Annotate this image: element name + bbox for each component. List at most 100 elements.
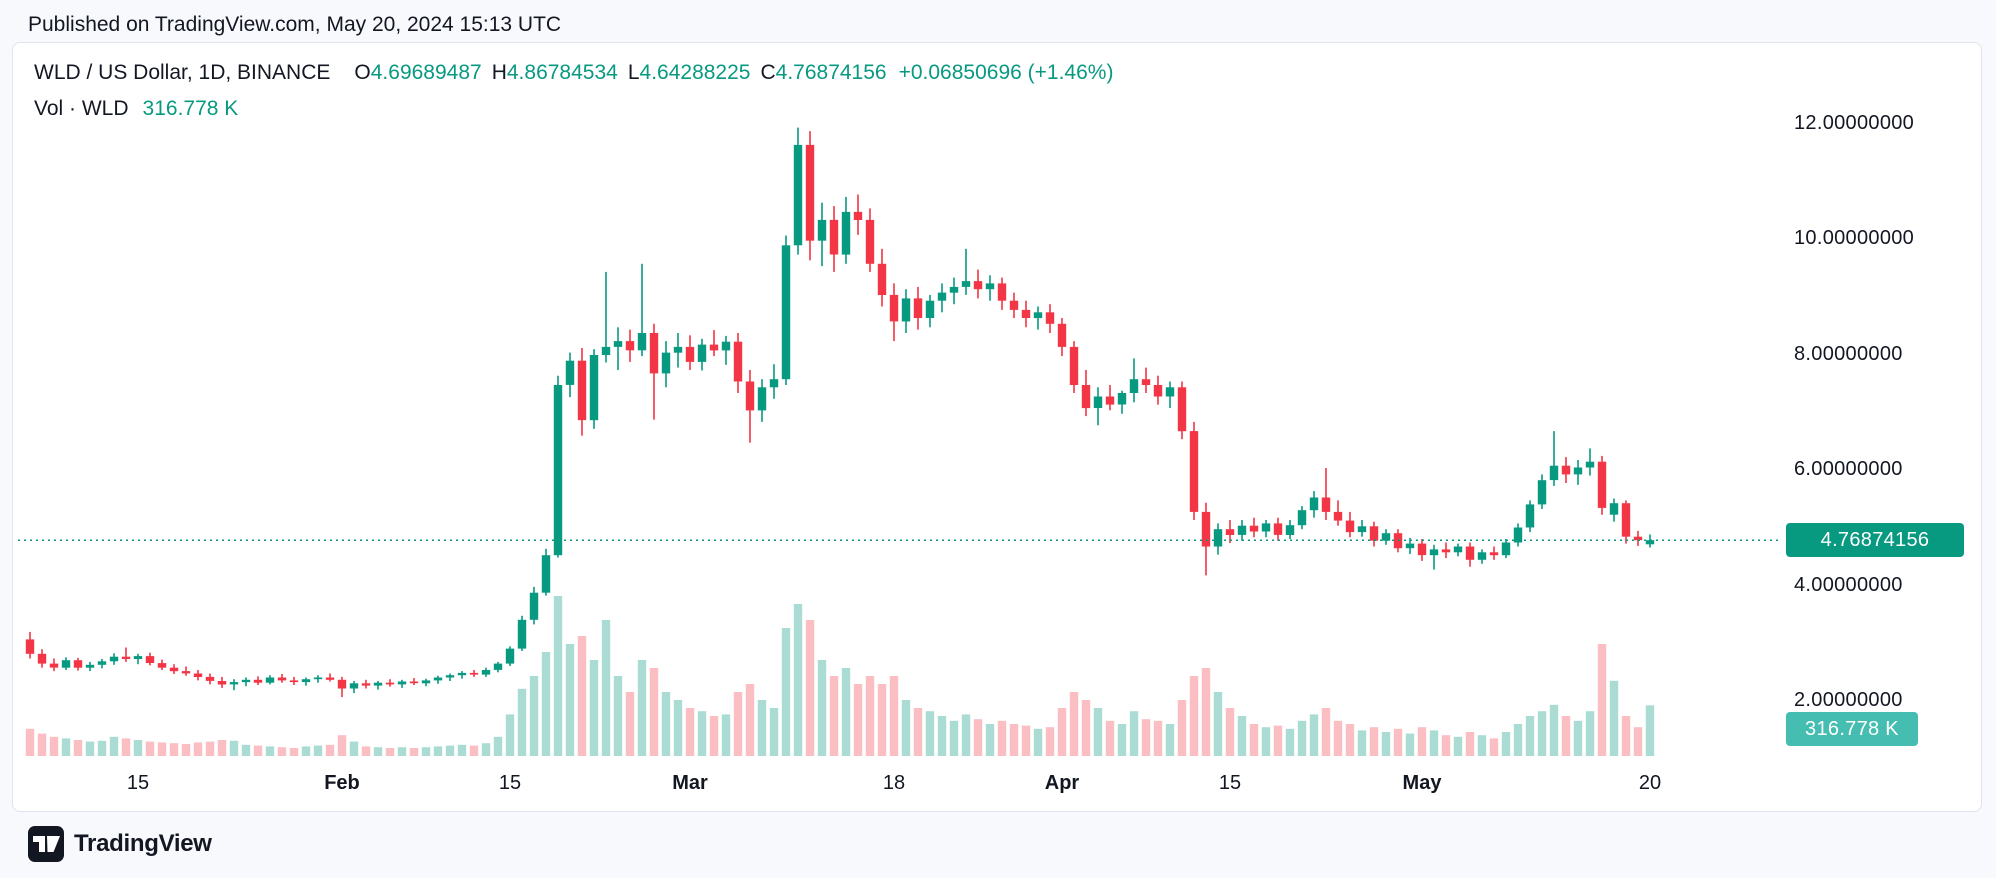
candle-body [913, 298, 923, 318]
volume-bar [265, 746, 275, 756]
candle-body [373, 682, 383, 686]
candle-body [781, 245, 791, 380]
volume-bar [145, 741, 155, 756]
volume-bar [1405, 733, 1415, 756]
candle-body [337, 679, 347, 689]
volume-bar [301, 746, 311, 756]
candle-body [49, 663, 59, 668]
volume-bar [337, 735, 347, 756]
time-axis-label: 15 [126, 772, 150, 794]
legend-high-label: H [491, 61, 507, 84]
volume-bar [49, 736, 59, 756]
candle-body [1189, 431, 1199, 512]
volume-bar [313, 745, 323, 756]
volume-bar [1573, 720, 1583, 756]
candle-body [1129, 379, 1139, 393]
candle-body [1477, 552, 1487, 560]
candle-body [1141, 379, 1151, 385]
price-axis-label: 2.00000000 [1794, 689, 1903, 711]
volume-bar [85, 741, 95, 756]
candle-body [1525, 504, 1535, 528]
candle-body [733, 341, 743, 382]
volume-bar [457, 744, 467, 756]
candle-body [709, 344, 719, 351]
volume-bar [193, 742, 203, 756]
candle-body [577, 360, 587, 421]
candle-body [1249, 525, 1259, 532]
legend-open-value: 4.69689487 [370, 61, 482, 84]
candle-body [961, 281, 971, 287]
candle-body [1225, 529, 1235, 535]
candle-body [1165, 387, 1175, 397]
volume-bar [217, 740, 227, 756]
volume-bar [1261, 727, 1271, 756]
volume-bar [1021, 725, 1031, 756]
candle-body [433, 677, 443, 681]
price-axis-label: 12.00000000 [1794, 112, 1915, 134]
candle-body [493, 663, 503, 670]
volume-bar [229, 740, 239, 756]
volume-bar [421, 747, 431, 756]
candle-body [421, 680, 431, 684]
volume-bar [685, 708, 695, 756]
volume-bar [169, 743, 179, 756]
volume-bar [481, 743, 491, 756]
tradingview-logo-icon [28, 826, 64, 862]
candle-body [985, 283, 995, 290]
candle-body [217, 681, 227, 685]
candle-body [97, 661, 107, 665]
candle-body [889, 294, 899, 322]
candle-body [1537, 480, 1547, 505]
candle-body [1345, 520, 1355, 533]
volume-bar [1321, 708, 1331, 756]
volume-bar [961, 714, 971, 756]
volume-bar [649, 668, 659, 756]
volume-bar [1177, 700, 1187, 756]
volume-bar [769, 708, 779, 756]
candle-body [1021, 309, 1031, 318]
volume-bar [1609, 680, 1619, 756]
candle-body [661, 352, 671, 374]
price-axis-label: 10.00000000 [1794, 227, 1915, 249]
volume-bar [745, 684, 755, 756]
volume-bar [1453, 736, 1463, 756]
volume-bar [1465, 732, 1475, 756]
volume-bar [1141, 719, 1151, 756]
volume-bar [625, 692, 635, 756]
tradingview-footer-link[interactable]: TradingView [28, 826, 212, 862]
candle-body [481, 670, 491, 675]
volume-bar [1045, 727, 1055, 756]
volume-bar [1561, 716, 1571, 756]
candle-body [1177, 387, 1187, 432]
candle-body [1489, 552, 1499, 556]
candle-body [25, 639, 35, 654]
volume-bar [517, 688, 527, 756]
volume-bar [1273, 725, 1283, 756]
volume-bar [409, 748, 419, 756]
published-header-text: Published on TradingView.com, May 20, 20… [28, 13, 562, 36]
candle-body [997, 283, 1007, 301]
volume-bar [949, 720, 959, 756]
candle-body [517, 619, 527, 649]
candle-body [301, 679, 311, 683]
candle-body [181, 671, 191, 674]
candle-body [1309, 497, 1319, 511]
candle-body [901, 298, 911, 322]
volume-bar [1201, 668, 1211, 756]
time-axis-label: Mar [672, 772, 708, 794]
volume-bar [1105, 720, 1115, 756]
last-price-badge: 4.76874156 [1786, 523, 1964, 557]
candle-body [1549, 465, 1559, 481]
candle-body [1429, 549, 1439, 556]
time-axis-label: Apr [1044, 772, 1080, 794]
volume-legend: Vol · WLD 316.778 K [34, 96, 238, 122]
candle-body [397, 681, 407, 685]
legend-low-label: L [627, 61, 640, 84]
candle-body [1513, 527, 1523, 543]
volume-legend-label: Vol · WLD [34, 97, 129, 120]
candle-body [625, 341, 635, 351]
volume-bar [433, 746, 443, 756]
volume-bar [1033, 728, 1043, 756]
time-axis-label: May [1402, 772, 1442, 794]
